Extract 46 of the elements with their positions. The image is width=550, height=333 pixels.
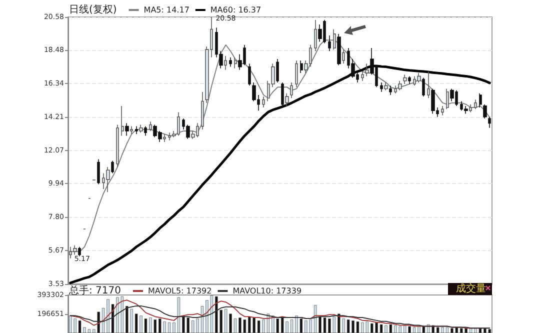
- candlestick: [488, 116, 491, 128]
- candlestick: [224, 55, 227, 70]
- candlestick: [163, 134, 166, 142]
- candlestick: [262, 96, 265, 108]
- candlestick: [130, 126, 133, 135]
- candlestick: [97, 158, 100, 185]
- candlestick: [276, 58, 279, 83]
- candlestick: [281, 82, 284, 106]
- candlestick: [408, 76, 411, 84]
- candlestick: [285, 93, 289, 106]
- candlestick: [248, 63, 251, 86]
- candlestick: [365, 63, 369, 77]
- candlestick: [78, 246, 81, 257]
- candlestick: [389, 85, 392, 96]
- candlestick: [300, 60, 303, 74]
- line-series: [70, 40, 490, 252]
- candlestick: [229, 57, 232, 68]
- candlestick: [318, 24, 322, 42]
- chart-title: 总手: 7170: [68, 284, 121, 296]
- annotation: 成交量: [456, 282, 486, 294]
- candlestick: [446, 88, 449, 110]
- candlestick: [144, 126, 147, 136]
- line-series: [70, 305, 490, 329]
- line-series: [69, 64, 491, 284]
- candlestick: [479, 93, 482, 108]
- candlestick: [361, 71, 364, 82]
- candlestick: [234, 57, 237, 69]
- candlestick: [149, 121, 152, 132]
- legend-label: MAVOL10: 17339: [232, 286, 302, 296]
- candlestick: [380, 82, 383, 92]
- candlestick: [450, 88, 454, 102]
- legend-label: MA5: 14.17: [144, 6, 190, 14]
- candlestick: [337, 34, 341, 66]
- legend-label: MA60: 16.37: [210, 6, 262, 14]
- candlestick: [139, 124, 143, 133]
- candlestick: [125, 122, 129, 136]
- chart-title: 日线(复权): [69, 4, 117, 16]
- candlestick: [328, 35, 331, 52]
- candlestick: [431, 88, 435, 114]
- candlestick: [469, 104, 472, 113]
- candlestick: [111, 160, 114, 174]
- legend-label: MAVOL5: 17392: [148, 286, 212, 296]
- candlestick: [135, 126, 138, 135]
- candlestick: [422, 77, 425, 97]
- candlestick: [474, 99, 477, 110]
- candlestick: [483, 104, 487, 119]
